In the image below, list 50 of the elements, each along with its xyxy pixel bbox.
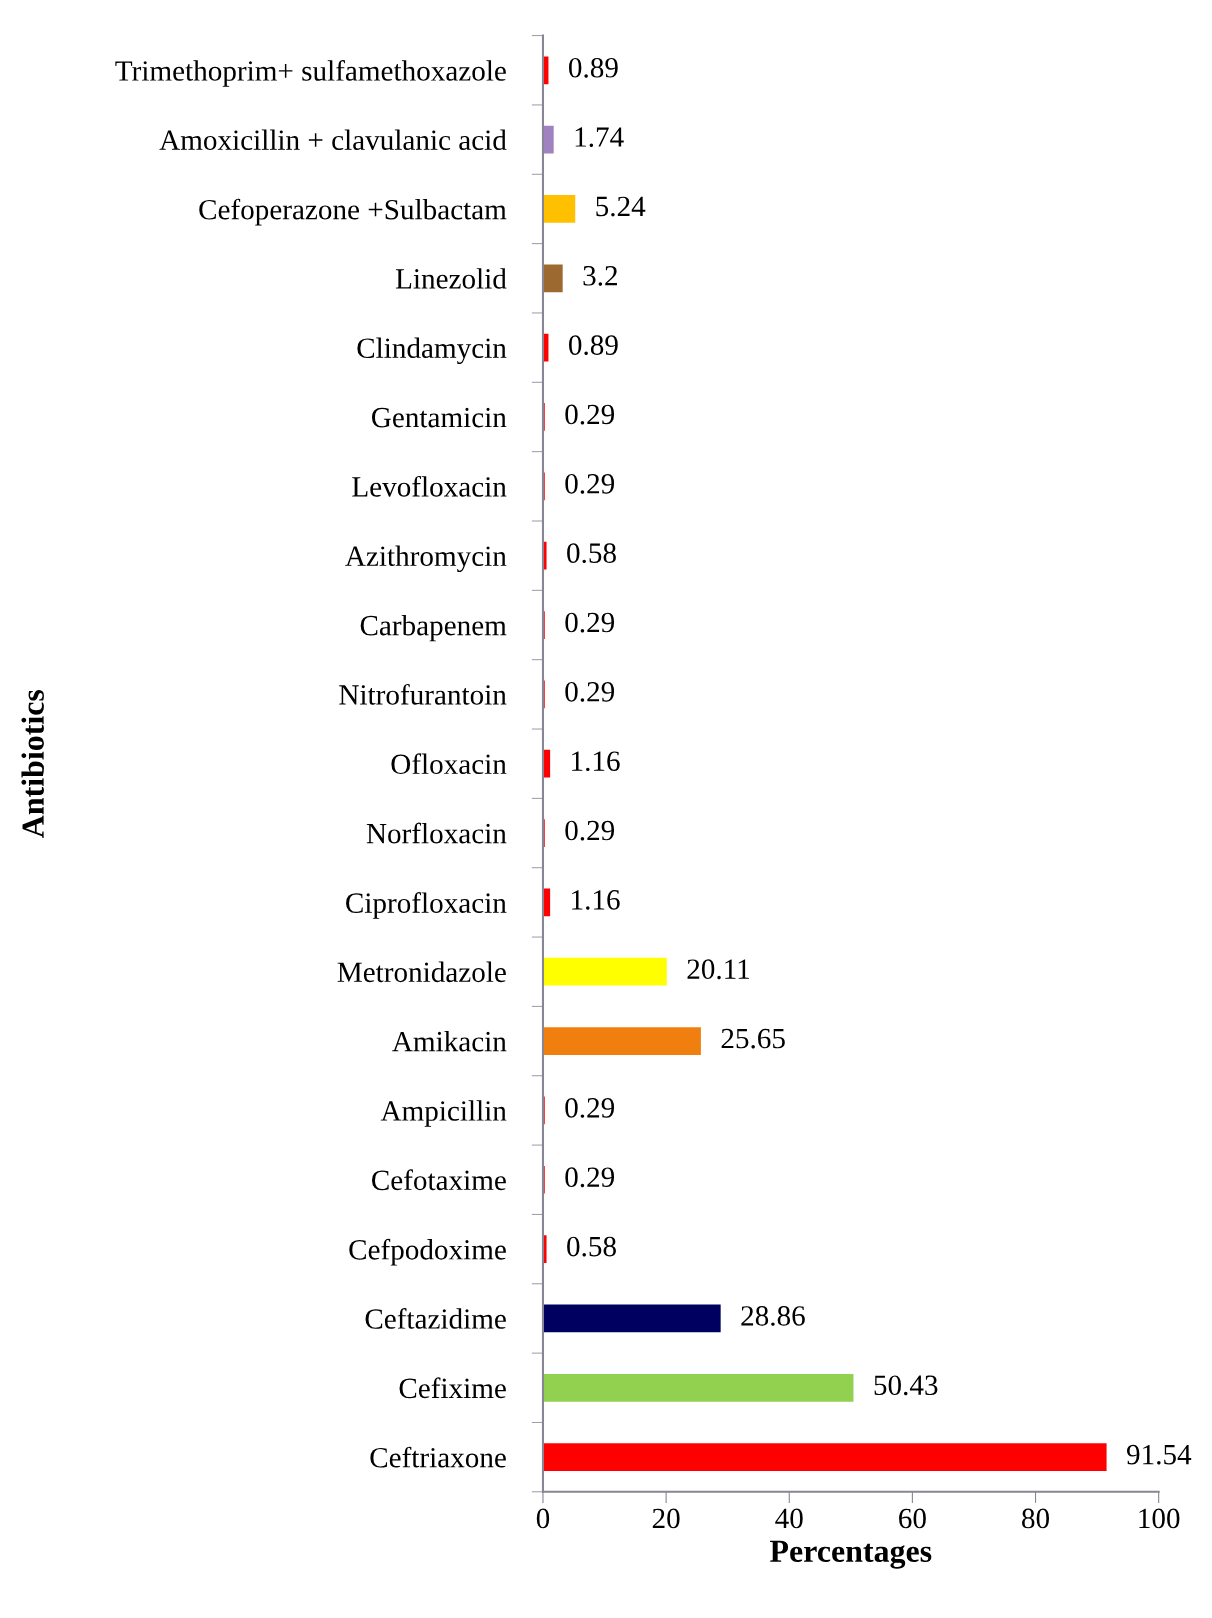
- y-tick-label: Ampicillin: [380, 1100, 507, 1127]
- data-label: 25.65: [721, 1028, 785, 1049]
- data-label: 0.29: [565, 473, 615, 494]
- x-tick-label: 0: [536, 1508, 550, 1529]
- x-tick-label: 40: [775, 1508, 803, 1529]
- data-label: 0.58: [567, 1236, 616, 1257]
- y-tick-label: Carbapenem: [360, 614, 507, 642]
- y-tick-label: Norfloxacin: [366, 822, 507, 844]
- data-label: 20.11: [687, 959, 750, 980]
- y-tick-label: Cefpodoxime: [349, 1238, 506, 1266]
- data-label: 91.54: [1126, 1444, 1192, 1465]
- data-label: 50.43: [874, 1375, 938, 1396]
- y-tick-label: Cefotaxime: [372, 1169, 506, 1191]
- data-label: 0.29: [565, 1167, 615, 1188]
- data-label: 5.24: [596, 196, 646, 217]
- y-tick-label: Amoxicillin + clavulanic acid: [159, 129, 507, 151]
- y-tick-label: Levofloxacin: [352, 475, 507, 497]
- data-label: 0.29: [565, 612, 615, 633]
- x-tick-label: 60: [899, 1508, 926, 1529]
- data-label: 0.58: [567, 543, 616, 564]
- y-tick-label: Metronidazole: [337, 961, 506, 983]
- x-axis-title: Percentages: [770, 1540, 932, 1569]
- data-label: 0.29: [565, 404, 615, 425]
- y-tick-label: Ceftazidime: [365, 1308, 506, 1329]
- data-label: 0.89: [569, 57, 618, 78]
- data-label: 1.16: [572, 890, 620, 910]
- y-tick-label: Azithromycin: [345, 545, 507, 573]
- y-tick-label: Cefixime: [399, 1377, 506, 1399]
- y-tick-label: Nitrofurantoin: [339, 683, 507, 705]
- y-tick-label: Ofloxacin: [391, 753, 507, 775]
- data-label: 1.74: [575, 127, 624, 148]
- y-axis-title: Antibiotics: [21, 689, 44, 838]
- x-tick-label: 20: [652, 1508, 680, 1529]
- data-label: 0.89: [569, 335, 618, 356]
- x-tick-label: 100: [1139, 1508, 1180, 1529]
- y-tick-label: Ceftriaxone: [370, 1446, 506, 1468]
- data-label: 3.2: [583, 266, 617, 286]
- y-tick-label: Linezolid: [395, 268, 507, 289]
- y-tick-label: Cefoperazone +Sulbactam: [199, 198, 507, 226]
- data-label: 1.16: [572, 751, 620, 772]
- y-tick-label: Clindamycin: [357, 337, 507, 365]
- y-tick-label: Trimethoprim+ sulfamethoxazole: [115, 60, 506, 87]
- y-tick-label: Ciprofloxacin: [346, 892, 507, 919]
- data-label: 0.29: [565, 681, 615, 702]
- y-tick-label: Amikacin: [392, 1030, 507, 1052]
- x-tick-label: 80: [1022, 1508, 1049, 1529]
- data-label: 28.86: [741, 1306, 805, 1326]
- data-label: 0.29: [565, 820, 615, 841]
- data-label: 0.29: [565, 1098, 615, 1118]
- y-tick-label: Gentamicin: [372, 407, 507, 428]
